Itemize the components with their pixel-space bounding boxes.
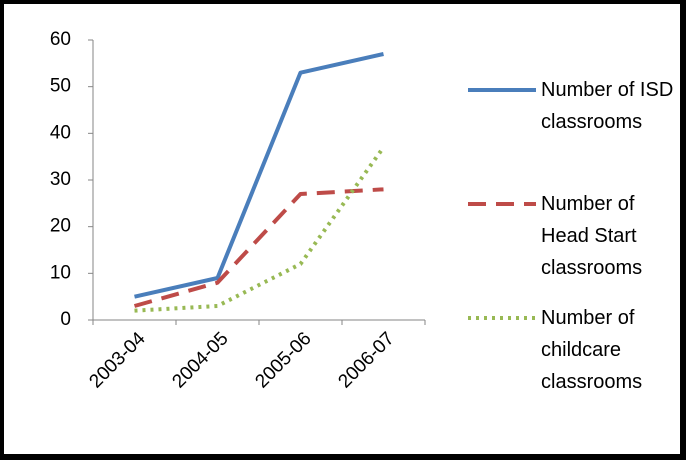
legend-label: Number of childcare classrooms <box>541 307 643 393</box>
y-tick-label: 50 <box>50 76 71 97</box>
y-tick-label: 60 <box>50 29 71 50</box>
legend-label: Number of Head Start classrooms <box>541 193 643 279</box>
series-line <box>133 187 384 308</box>
y-tick-label: 20 <box>50 216 71 237</box>
x-tick-label: 2003-04 <box>85 328 149 392</box>
x-tick-label: 2005-06 <box>251 328 315 392</box>
series-line <box>134 52 384 299</box>
y-tick-label: 10 <box>50 262 71 283</box>
y-tick-label: 40 <box>50 122 71 143</box>
legend-label: Number of ISD classrooms <box>541 79 674 133</box>
series-line <box>134 146 386 313</box>
x-tick-label: 2006-07 <box>334 328 398 392</box>
y-tick-label: 0 <box>60 309 71 330</box>
x-tick-label: 2004-05 <box>168 328 232 392</box>
y-tick-label: 30 <box>50 169 71 190</box>
